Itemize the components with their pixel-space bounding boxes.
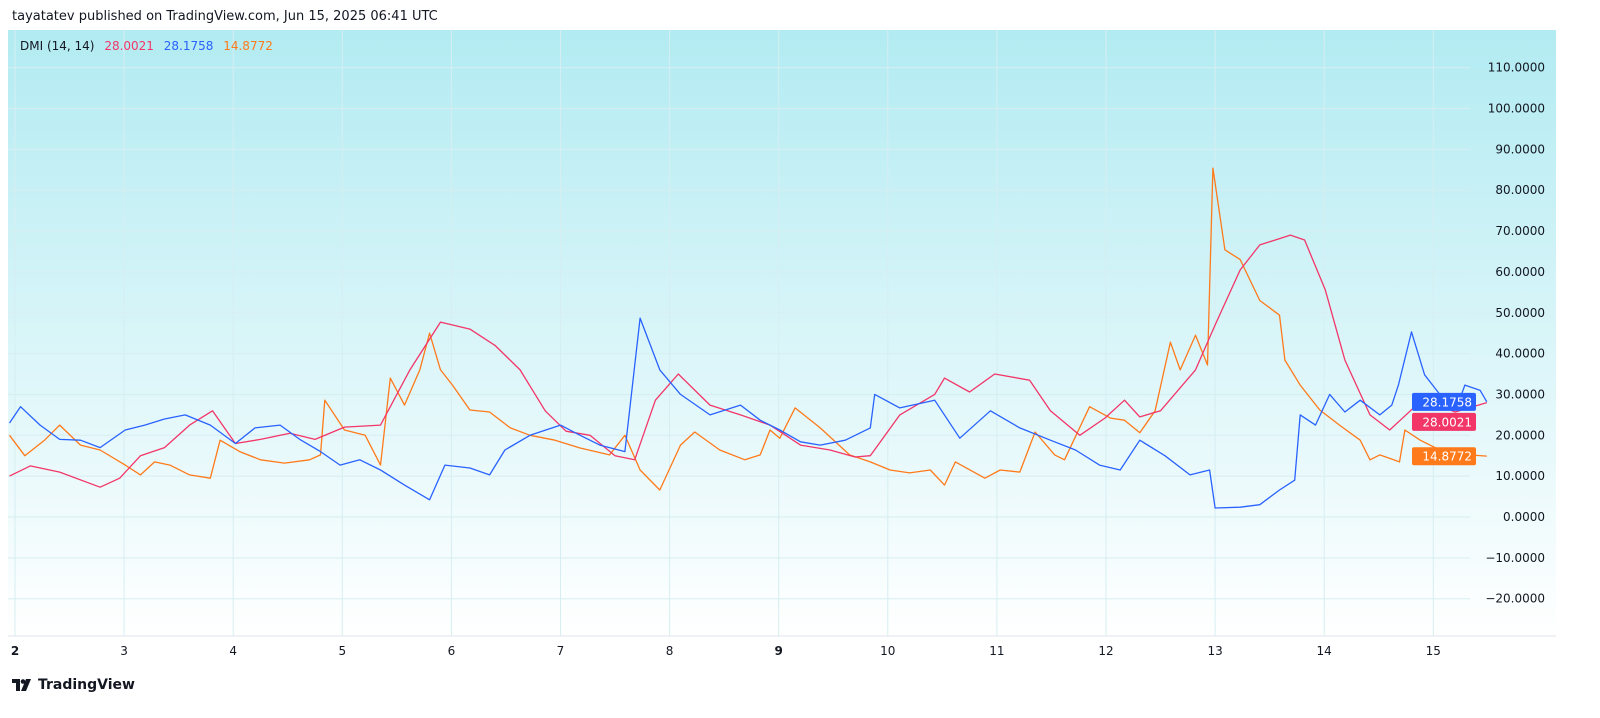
y-tick-label: 0.0000 xyxy=(1503,510,1545,524)
time-axis[interactable]: 2 3 4 5 6 7 8 9 10 11 12 13 14 15 xyxy=(11,644,1441,658)
series-lines xyxy=(8,167,1488,509)
minus-di-line xyxy=(8,167,1487,491)
last-value-badges: 28.1758 28.0021 14.8772 xyxy=(1412,392,1476,466)
adx-last-value-badge: 28.0021 xyxy=(1412,412,1476,431)
indicator-legend[interactable]: DMI (14, 14) 28.0021 28.1758 14.8772 xyxy=(20,39,279,53)
brand-name: TradingView xyxy=(38,677,135,693)
x-tick-label: 5 xyxy=(338,644,346,658)
x-tick-label: 2 xyxy=(11,644,19,658)
y-tick-label: 80.0000 xyxy=(1495,183,1545,197)
y-tick-label: 30.0000 xyxy=(1495,387,1545,401)
x-tick-label: 11 xyxy=(989,644,1004,658)
y-tick-label: 50.0000 xyxy=(1495,306,1545,320)
y-tick-label: 70.0000 xyxy=(1495,224,1545,238)
x-tick-label: 8 xyxy=(666,644,674,658)
x-tick-label: 9 xyxy=(775,644,783,658)
x-tick-label: 14 xyxy=(1317,644,1332,658)
x-tick-label: 15 xyxy=(1426,644,1441,658)
minus-di-last-value-badge: 14.8772 xyxy=(1412,447,1476,466)
minus-di-value: 14.8772 xyxy=(223,39,273,53)
x-tick-label: 6 xyxy=(448,644,456,658)
x-tick-label: 10 xyxy=(880,644,895,658)
y-tick-label: −20.0000 xyxy=(1485,592,1545,606)
y-tick-label: 20.0000 xyxy=(1495,428,1545,442)
grid xyxy=(8,30,1470,636)
tradingview-brand[interactable]: TradingView xyxy=(12,677,135,693)
y-tick-label: −10.0000 xyxy=(1485,551,1545,565)
chart-background xyxy=(8,30,1556,636)
x-tick-label: 7 xyxy=(557,644,565,658)
badge-label: 14.8772 xyxy=(1422,450,1472,464)
published-note: tayatatev published on TradingView.com, … xyxy=(12,9,438,24)
plus-di-line xyxy=(8,317,1488,509)
x-tick-label: 13 xyxy=(1207,644,1222,658)
tradingview-logo-icon xyxy=(12,679,31,691)
y-tick-label: 10.0000 xyxy=(1495,469,1545,483)
x-tick-label: 3 xyxy=(120,644,128,658)
indicator-name: DMI (14, 14) xyxy=(20,39,95,53)
adx-value: 28.0021 xyxy=(104,39,154,53)
badge-label: 28.0021 xyxy=(1422,415,1472,429)
adx-line xyxy=(9,234,1487,488)
y-tick-label: 110.0000 xyxy=(1488,61,1545,75)
badge-label: 28.1758 xyxy=(1422,395,1472,409)
x-tick-label: 12 xyxy=(1098,644,1113,658)
plus-di-last-value-badge: 28.1758 xyxy=(1412,392,1476,411)
plus-di-value: 28.1758 xyxy=(163,39,214,53)
y-tick-label: 90.0000 xyxy=(1495,142,1545,156)
x-tick-label: 4 xyxy=(229,644,237,658)
price-axis[interactable]: 110.0000 100.0000 90.0000 80.0000 70.0000 60.… xyxy=(1485,61,1545,606)
y-tick-label: 60.0000 xyxy=(1495,265,1545,279)
y-tick-label: 40.0000 xyxy=(1495,347,1545,361)
y-tick-label: 100.0000 xyxy=(1488,102,1545,116)
